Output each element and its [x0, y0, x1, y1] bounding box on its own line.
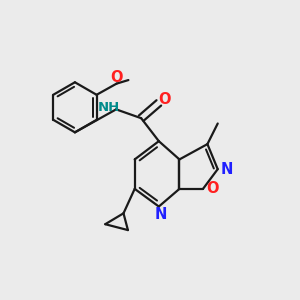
- Text: N: N: [220, 162, 233, 177]
- Text: NH: NH: [98, 101, 120, 114]
- Text: O: O: [111, 70, 123, 85]
- Text: N: N: [155, 207, 167, 222]
- Text: O: O: [158, 92, 171, 107]
- Text: O: O: [206, 182, 219, 196]
